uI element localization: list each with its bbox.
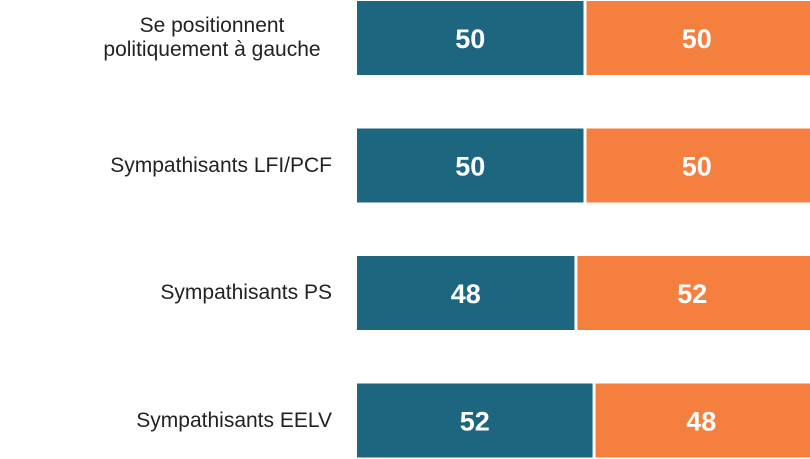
bar-segment — [577, 256, 810, 330]
category-label: Se positionnent politiquement à gauche — [2, 14, 332, 62]
category-label: Sympathisants LFI/PCF — [2, 153, 332, 177]
category-text: Sympathisants LFI/PCF — [110, 153, 332, 177]
category-label: Sympathisants PS — [2, 281, 332, 305]
category-text: Se positionnent politiquement à gauche — [103, 13, 321, 61]
bar-segment — [586, 128, 810, 203]
value-label: 50 — [682, 24, 712, 54]
category-label: Sympathisants EELV — [2, 408, 332, 432]
bar-segment — [357, 128, 584, 203]
value-label: 50 — [682, 152, 712, 182]
value-label: 48 — [686, 407, 716, 437]
category-text: Sympathisants PS — [160, 280, 332, 304]
bar-segment — [357, 256, 575, 330]
value-label: 52 — [677, 279, 707, 309]
bar-segment — [357, 383, 593, 458]
value-label: 52 — [460, 407, 490, 437]
bar-segment — [586, 1, 810, 75]
value-label: 48 — [451, 279, 481, 309]
value-label: 50 — [455, 152, 485, 182]
bar-segment — [595, 383, 810, 458]
category-text: Sympathisants EELV — [136, 408, 332, 432]
value-label: 50 — [455, 24, 485, 54]
bar-segment — [357, 1, 584, 75]
